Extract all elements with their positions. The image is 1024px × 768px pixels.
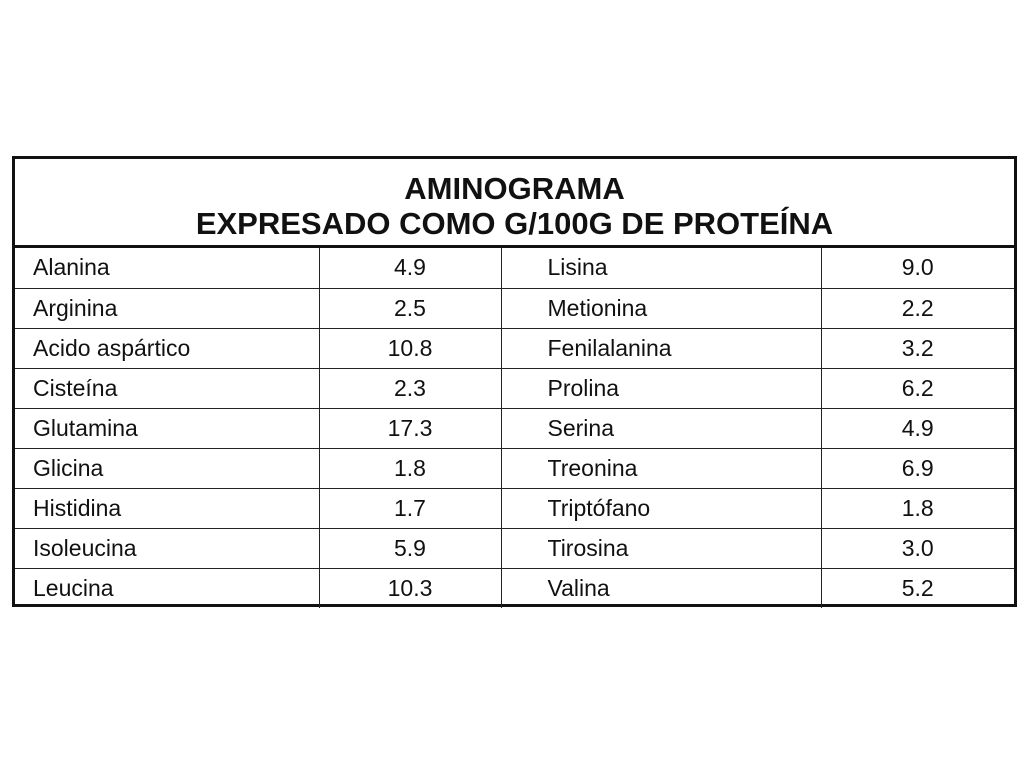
amino-acid-name: Serina (500, 407, 822, 449)
amino-acid-value: 1.8 (820, 487, 1014, 529)
amino-acid-name: Leucina (15, 567, 320, 608)
amino-acid-value: 2.5 (318, 287, 502, 329)
amino-acid-name: Isoleucina (15, 527, 320, 569)
table-row: Glicina 1.8 Treonina 6.9 (15, 447, 1014, 489)
amino-acid-value: 2.3 (318, 367, 502, 409)
table-row: Histidina 1.7 Triptófano 1.8 (15, 487, 1014, 529)
amino-acid-value: 6.2 (820, 367, 1014, 409)
table-row: Alanina 4.9 Lisina 9.0 (15, 248, 1014, 289)
amino-acid-value: 2.2 (820, 287, 1014, 329)
amino-acid-value: 1.7 (318, 487, 502, 529)
amino-acid-name: Tirosina (500, 527, 822, 569)
table-row: Arginina 2.5 Metionina 2.2 (15, 287, 1014, 329)
amino-acid-name: Histidina (15, 487, 320, 529)
table-row: Leucina 10.3 Valina 5.2 (15, 567, 1014, 608)
amino-acid-name: Alanina (15, 248, 320, 289)
amino-acid-name: Cisteína (15, 367, 320, 409)
amino-acid-name: Glicina (15, 447, 320, 489)
aminogram-table: AMINOGRAMA EXPRESADO COMO G/100G DE PROT… (12, 156, 1017, 608)
amino-acid-value: 5.2 (820, 567, 1014, 608)
amino-acid-value: 10.3 (318, 567, 502, 608)
table-subtitle: EXPRESADO COMO G/100G DE PROTEÍNA (195, 206, 834, 241)
amino-acid-name: Prolina (500, 367, 822, 409)
amino-acid-name: Glutamina (15, 407, 320, 449)
table-row: Isoleucina 5.9 Tirosina 3.0 (15, 527, 1014, 569)
amino-acid-value: 3.0 (820, 527, 1014, 569)
amino-acid-name: Acido aspártico (15, 327, 320, 369)
amino-acid-grid: Alanina 4.9 Lisina 9.0 Arginina 2.5 Metionina 2… (15, 248, 1014, 608)
amino-acid-value: 9.0 (820, 248, 1014, 289)
amino-acid-name: Fenilalanina (500, 327, 822, 369)
amino-acid-name: Metionina (500, 287, 822, 329)
amino-acid-name: Arginina (15, 287, 320, 329)
table-row: Glutamina 17.3 Serina 4.9 (15, 407, 1014, 449)
amino-acid-name: Valina (500, 567, 822, 608)
table-header: AMINOGRAMA EXPRESADO COMO G/100G DE PROT… (15, 159, 1014, 248)
amino-acid-name: Triptófano (500, 487, 822, 529)
amino-acid-value: 17.3 (318, 407, 502, 449)
amino-acid-value: 5.9 (318, 527, 502, 569)
table-title: AMINOGRAMA (404, 171, 625, 206)
table-row: Cisteína 2.3 Prolina 6.2 (15, 367, 1014, 409)
amino-acid-name: Lisina (500, 248, 822, 289)
amino-acid-value: 3.2 (820, 327, 1014, 369)
amino-acid-value: 1.8 (318, 447, 502, 489)
amino-acid-value: 6.9 (820, 447, 1014, 489)
table-row: Acido aspártico 10.8 Fenilalanina 3.2 (15, 327, 1014, 369)
amino-acid-name: Treonina (500, 447, 822, 489)
amino-acid-value: 10.8 (318, 327, 502, 369)
amino-acid-value: 4.9 (820, 407, 1014, 449)
amino-acid-value: 4.9 (318, 248, 502, 289)
